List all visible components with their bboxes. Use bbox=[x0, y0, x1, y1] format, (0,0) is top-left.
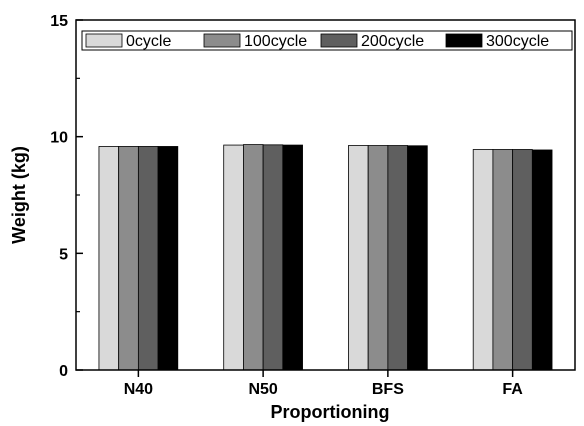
bar-n40-0cycle bbox=[98, 146, 120, 371]
x-tick-label: FA bbox=[502, 381, 523, 398]
bar-bfs-300cycle bbox=[407, 145, 428, 371]
bar-n50-200cycle bbox=[262, 144, 284, 371]
legend-label: 200cycle bbox=[361, 33, 424, 50]
bar-fa-100cycle bbox=[492, 149, 514, 371]
bar-fa-300cycle bbox=[531, 149, 553, 371]
x-tick-label: N50 bbox=[248, 381, 277, 398]
y-tick-label: 5 bbox=[59, 246, 68, 263]
bar-n50-300cycle bbox=[282, 144, 303, 371]
bars-group bbox=[98, 144, 553, 371]
bar-fa-200cycle bbox=[512, 149, 533, 371]
legend-label: 100cycle bbox=[244, 33, 307, 50]
y-tick-label: 15 bbox=[50, 13, 68, 30]
legend-swatch bbox=[203, 33, 241, 48]
y-axis-label: Weight (kg) bbox=[9, 146, 29, 244]
y-tick-label: 0 bbox=[59, 363, 68, 380]
bar-bfs-100cycle bbox=[367, 145, 389, 371]
x-axis: N40 N50 BFS FA bbox=[124, 370, 523, 398]
legend: 0cycle 100cycle 200cycle 300cycle bbox=[81, 30, 573, 51]
x-axis-label: Proportioning bbox=[271, 402, 390, 422]
bar-n50-0cycle bbox=[223, 144, 244, 371]
x-tick-label: N40 bbox=[124, 381, 153, 398]
bar-n40-100cycle bbox=[118, 146, 139, 371]
x-tick-label: BFS bbox=[372, 381, 404, 398]
bar-n40-300cycle bbox=[157, 146, 179, 371]
y-axis: 0 5 10 15 bbox=[50, 13, 83, 380]
legend-label: 300cycle bbox=[486, 33, 549, 50]
bar-fa-0cycle bbox=[472, 149, 494, 371]
legend-swatch bbox=[85, 33, 123, 48]
bar-bfs-0cycle bbox=[348, 145, 369, 371]
legend-swatch bbox=[445, 33, 483, 48]
y-tick-label: 10 bbox=[50, 130, 68, 147]
bar-n40-200cycle bbox=[137, 146, 159, 371]
legend-swatch bbox=[320, 33, 358, 48]
bar-bfs-200cycle bbox=[387, 145, 408, 371]
legend-label: 0cycle bbox=[126, 33, 171, 50]
bar-n50-100cycle bbox=[243, 144, 264, 371]
